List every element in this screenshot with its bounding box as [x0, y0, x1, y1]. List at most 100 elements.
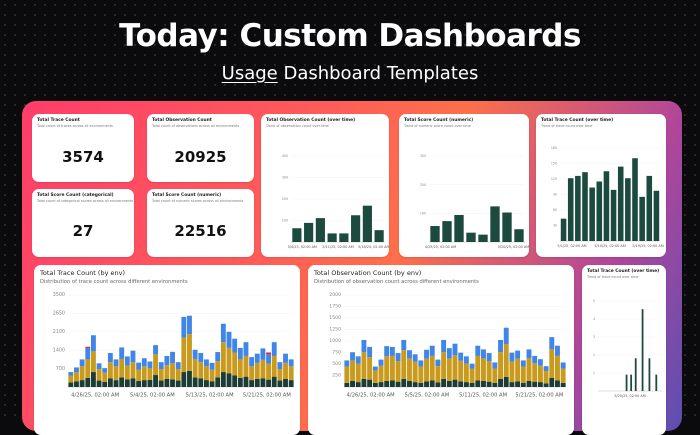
stacked-bar-segment: [266, 363, 272, 380]
stacked-bar-segment: [384, 380, 390, 387]
stacked-bar-segment: [215, 377, 221, 387]
kpi-value: 22516: [174, 222, 227, 240]
x-tick-label: 5/11/25, 02:00 AM: [459, 392, 507, 398]
stacked-bar-segment: [203, 380, 209, 387]
stacked-bar-segment: [68, 375, 74, 383]
stacked-bar-segment: [203, 359, 209, 367]
stacked-bar-segment: [85, 359, 91, 378]
score-numeric-chart: 300 200 100 4/29/25, 02:00 AM 5/20/25, 02:00…: [420, 154, 529, 249]
stacked-bar-segment: [124, 356, 130, 366]
stacked-bar-segment: [389, 355, 395, 381]
stacked-bar-segment: [215, 361, 221, 378]
chart-card-observation-over-time[interactable]: Total Observation Count (over time) Tren…: [261, 114, 389, 257]
bar: [625, 374, 628, 391]
x-tick-label: 4/26/25, 02:00 AM: [347, 392, 395, 398]
stacked-bar-segment: [543, 371, 549, 384]
bar: [327, 233, 337, 242]
stacked-bar-segment: [509, 382, 515, 387]
x-tick-label: 5/21/25, 02:00 AM: [515, 392, 563, 398]
stacked-bar-segment: [555, 355, 560, 381]
x-tick-label: 5/18/25, 02:00 AM: [358, 245, 389, 249]
stacked-bar-segment: [526, 358, 532, 381]
y-tick-label: 60: [553, 208, 557, 212]
stacked-bar-segment: [515, 358, 521, 382]
kpi-card-trace-count[interactable]: Total Trace Count Total count of traces …: [32, 114, 134, 182]
bar: [442, 221, 452, 242]
chart-card-score-numeric-over-time[interactable]: Total Score Count (numeric) Trend of num…: [399, 114, 529, 257]
chart-card-trace-over-time[interactable]: Total Trace Count (over time) Trend of t…: [536, 114, 666, 257]
stacked-bar-segment: [260, 359, 266, 379]
bar: [567, 178, 574, 241]
stacked-bar-segment: [124, 379, 130, 387]
stacked-bar-segment: [187, 315, 192, 335]
kpi-value: 20925: [174, 148, 227, 166]
stacked-bar-segment: [418, 360, 424, 367]
stacked-bar-segment: [344, 382, 350, 387]
kpi-card-score-numeric[interactable]: Total Score Count (numeric) Total count …: [147, 189, 254, 257]
stacked-bar-segment: [520, 366, 526, 383]
stacked-bar-segment: [498, 352, 503, 379]
bar: [292, 228, 302, 242]
stacked-bar-segment: [367, 346, 373, 358]
stacked-bar-segment: [372, 382, 378, 387]
bar: [582, 172, 588, 241]
stacked-bar-segment: [418, 382, 424, 387]
stacked-bar-segment: [486, 361, 492, 382]
stacked-bar-segment: [130, 362, 136, 379]
y-tick-label: 150: [551, 162, 557, 166]
stacked-bar-segment: [458, 381, 464, 387]
y-tick-label: 300: [282, 176, 288, 180]
stacked-bar-segment: [492, 368, 498, 383]
subtitle-rest: Dashboard Templates: [277, 63, 479, 84]
bar: [315, 218, 325, 242]
chart-card-trace-over-time-2[interactable]: Total Trace Count (over time) Trend of t…: [582, 265, 666, 435]
bar: [304, 222, 314, 242]
stacked-bar-segment: [378, 359, 384, 366]
y-tick-label: 1400: [53, 347, 65, 353]
stacked-bar-segment: [79, 359, 85, 367]
stacked-bar-segment: [209, 369, 215, 382]
chart-card-trace-by-env[interactable]: Total Trace Count (by env) Distribution …: [34, 265, 300, 435]
stacked-bar-segment: [452, 355, 458, 380]
stacked-bar-segment: [515, 381, 521, 387]
stacked-bar-segment: [96, 369, 102, 381]
bar: [339, 233, 349, 242]
stacked-bar-segment: [452, 379, 458, 387]
stacked-bar-segment: [481, 358, 486, 381]
stacked-bar-segment: [395, 361, 401, 382]
stacked-bar-segment: [277, 369, 283, 381]
bar: [362, 205, 372, 242]
chart-title: Total Observation Count (over time): [266, 118, 356, 123]
stacked-bar-segment: [458, 352, 464, 361]
y-tick-label: 2650: [53, 311, 65, 317]
bar: [589, 187, 595, 241]
stacked-bar-segment: [401, 339, 407, 351]
stacked-bar-segment: [560, 382, 566, 387]
bar: [478, 234, 488, 242]
stacked-bar-segment: [198, 378, 204, 387]
kpi-card-observation-count[interactable]: Total Observation Count Total count of o…: [147, 114, 254, 182]
stacked-bar-segment: [74, 372, 79, 382]
kpi-card-score-categorical[interactable]: Total Score Count (categorical) Total co…: [32, 189, 134, 257]
stacked-bar-segment: [429, 345, 435, 356]
stacked-bar-segment: [355, 382, 361, 387]
stacked-bar-segment: [175, 369, 181, 381]
stacked-bar-segment: [243, 355, 249, 377]
stacked-bar-segment: [509, 352, 515, 362]
x-tick-label: 4/29/25, 02:00 AM: [425, 245, 456, 249]
stacked-bar-segment: [198, 362, 204, 379]
chart-subtitle: Trend of numeric score count over time: [404, 124, 471, 128]
stacked-bar-segment: [537, 359, 543, 366]
stacked-bar-segment: [266, 352, 272, 355]
stacked-bar-segment: [187, 334, 192, 371]
stacked-bar-segment: [266, 354, 272, 364]
stacked-bar-segment: [555, 380, 560, 387]
stacked-bar-segment: [492, 382, 498, 387]
stacked-bar-segment: [520, 382, 526, 387]
x-tick-label: 5/13/25, 02:00 AM: [186, 392, 234, 398]
stacked-bar-segment: [498, 339, 503, 353]
chart-card-observation-by-env[interactable]: Total Observation Count (by env) Distrib…: [308, 265, 574, 435]
stacked-bar-segment: [503, 327, 509, 345]
stacked-bar-segment: [492, 362, 498, 369]
stacked-bar-segment: [418, 366, 424, 383]
